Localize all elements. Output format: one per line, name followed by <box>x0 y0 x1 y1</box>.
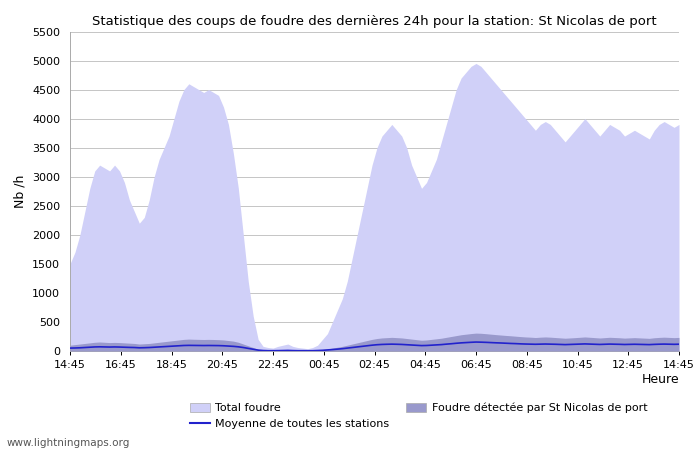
Legend: Total foudre, Moyenne de toutes les stations, Foudre détectée par St Nicolas de : Total foudre, Moyenne de toutes les stat… <box>186 398 652 433</box>
Text: Heure: Heure <box>641 374 679 387</box>
Text: www.lightningmaps.org: www.lightningmaps.org <box>7 438 130 448</box>
Title: Statistique des coups de foudre des dernières 24h pour la station: St Nicolas de: Statistique des coups de foudre des dern… <box>92 14 657 27</box>
Y-axis label: Nb /h: Nb /h <box>13 175 27 208</box>
